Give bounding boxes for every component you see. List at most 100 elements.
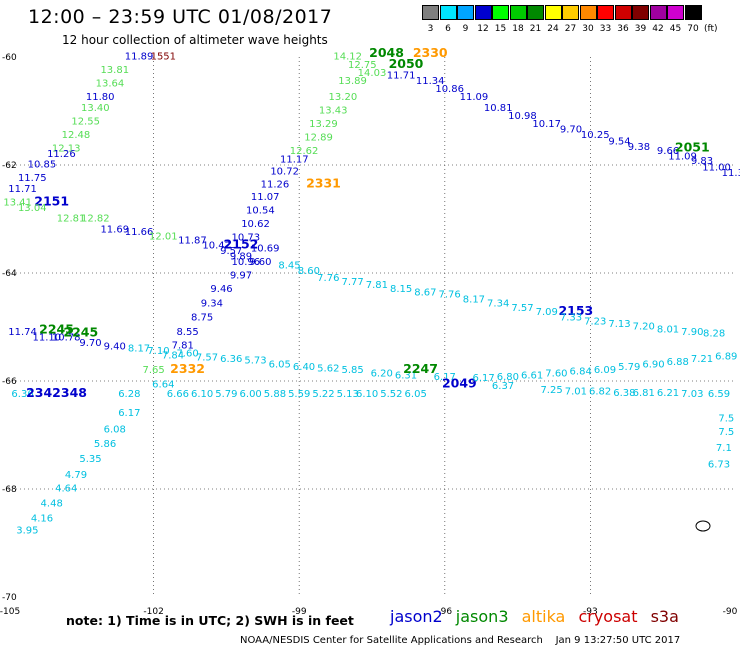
wave-height-value: 6.21 <box>657 388 679 399</box>
wave-height-value: 7.23 <box>584 316 606 327</box>
pass-time-label: 2332 <box>170 361 205 376</box>
wave-height-value: 9.83 <box>691 156 713 167</box>
wave-height-value: 10.17 <box>532 119 561 130</box>
pass-time-label: 2247 <box>403 361 438 376</box>
pass-time-label: 2050 <box>389 56 424 71</box>
wave-height-value: 11.74 <box>8 327 37 338</box>
pass-time-label: 2048 <box>369 45 404 60</box>
sat-label-jason2: jason2 <box>390 607 443 626</box>
legend-label: 6 <box>445 24 451 34</box>
wave-height-value: 13.20 <box>329 92 358 103</box>
wave-height-value: 11.34 <box>416 76 445 87</box>
wave-height-value: 8.28 <box>703 329 725 340</box>
wave-height-value: 13.43 <box>319 106 348 117</box>
wave-height-value: 7.01 <box>565 387 587 398</box>
wave-height-value: 10.78 <box>52 333 81 344</box>
wave-height-value: 8.60 <box>298 266 320 277</box>
pass-time-label: 2151 <box>34 194 69 209</box>
wave-height-value: 10.81 <box>484 103 513 114</box>
wave-height-value: 5.22 <box>312 389 334 400</box>
wave-height-value: 6.05 <box>269 360 291 371</box>
wave-height-value: 7.81 <box>172 341 194 352</box>
wave-height-value: 7.21 <box>691 354 713 365</box>
lat-tick-label: -60 <box>2 53 17 63</box>
wave-height-value: 13.89 <box>338 76 367 87</box>
legend-swatch <box>614 5 632 20</box>
legend-label: 27 <box>564 24 577 34</box>
wave-height-value: 6.40 <box>293 362 315 373</box>
lon-tick-label: -90 <box>723 607 738 617</box>
wave-height-value: 6.28 <box>118 389 140 400</box>
wave-height-value: 7.60 <box>176 349 198 360</box>
wave-height-value: 10.25 <box>581 130 610 141</box>
wave-height-value: 7.25 <box>540 385 562 396</box>
wave-height-value: 9.70 <box>560 125 582 136</box>
wave-height-value: 11.33 <box>722 168 740 179</box>
wave-height-value: 5.59 <box>288 389 310 400</box>
wave-height-value: 11.69 <box>100 225 129 236</box>
wave-height-value: 7.20 <box>633 322 655 333</box>
legend-swatch <box>439 5 457 20</box>
legend-swatch <box>632 5 649 20</box>
wave-height-value: 6.82 <box>589 387 611 398</box>
lat-tick-label: -62 <box>2 161 17 171</box>
wave-height-value: 7.60 <box>545 369 567 380</box>
wave-height-value: 6.36 <box>11 389 33 400</box>
wave-height-value: 6.10 <box>191 389 213 400</box>
wave-height-value: 6.66 <box>167 389 189 400</box>
wave-height-value: 9.97 <box>230 270 252 281</box>
wave-height-value: 12.13 <box>52 144 81 155</box>
wave-height-value: 5.73 <box>244 356 266 367</box>
wave-height-value: 11.26 <box>261 180 290 191</box>
wave-height-value: 4.48 <box>41 498 63 509</box>
wave-height-value: 11.17 <box>280 154 309 165</box>
map-title: 12:00 – 23:59 UTC 01/08/2017 <box>28 6 333 28</box>
wave-height-value: 6.61 <box>521 370 543 381</box>
wave-height-value: 6.00 <box>240 389 262 400</box>
wave-height-value: 5.86 <box>94 439 116 450</box>
wave-height-value: 6.89 <box>715 351 737 362</box>
wave-height-value: 7.81 <box>366 280 388 291</box>
wave-height-value: 11.89 <box>125 52 154 63</box>
wave-height-value: 10.62 <box>241 219 270 230</box>
footer-org: NOAA/NESDIS Center for Satellite Applica… <box>240 635 543 646</box>
legend-swatch <box>562 5 579 20</box>
map-subtitle: 12 hour collection of altimeter wave hei… <box>62 33 328 47</box>
pass-time-label: 2153 <box>558 303 593 318</box>
island-outline <box>695 520 711 532</box>
lon-tick-label: -102 <box>143 607 163 617</box>
wave-height-legend: 3 6 9 12 15 18 21 24 27 30 33 36 39 42 45 70 (ft) <box>422 5 728 37</box>
pass-time-label: 2330 <box>413 45 448 60</box>
wave-height-value: 4.64 <box>55 484 77 495</box>
lat-tick-label: -70 <box>2 593 17 603</box>
pass-time-label: 2245 <box>39 321 74 336</box>
footer-timestamp: Jan 9 13:27:50 UTC 2017 <box>555 635 681 646</box>
wave-height-value: 10.69 <box>251 243 280 254</box>
axis-tick-labels: -105 -102 -99 -96 -93 -90 -60 -62 -64 -66 -68 -70 <box>0 53 738 617</box>
wave-height-value: 12.62 <box>290 146 319 157</box>
wave-height-value: 7.34 <box>487 298 509 309</box>
wave-height-value: 5.35 <box>79 454 101 465</box>
wave-height-value: 6.90 <box>642 360 664 371</box>
wave-height-value: 8.55 <box>176 327 198 338</box>
wave-height-value: 5.79 <box>215 389 237 400</box>
wave-height-value: 13.41 <box>3 198 32 209</box>
wave-height-value: 9.89 <box>230 252 252 263</box>
pass-time-label: 2342348 <box>26 385 87 400</box>
wave-height-value: 8.17 <box>128 343 150 354</box>
pass-time-label: 2245 <box>63 325 98 340</box>
sat-label-cryosat: cryosat <box>578 607 638 626</box>
legend-swatch <box>667 5 684 20</box>
wave-height-value: 6.17 <box>472 373 494 384</box>
wave-height-value: 13.81 <box>100 65 129 76</box>
wave-height-value: 13.29 <box>309 119 338 130</box>
lon-tick-label: -93 <box>583 607 598 617</box>
wave-height-value: 11.87 <box>178 235 207 246</box>
wave-height-value: 9.57 <box>220 246 242 257</box>
wave-height-value: 10.54 <box>246 206 275 217</box>
legend-swatch <box>457 5 474 20</box>
wave-height-value: 13.40 <box>81 103 110 114</box>
legend-label: 21 <box>529 24 542 34</box>
lon-tick-label: -105 <box>0 607 20 617</box>
wave-height-value: 3.95 <box>16 525 38 536</box>
